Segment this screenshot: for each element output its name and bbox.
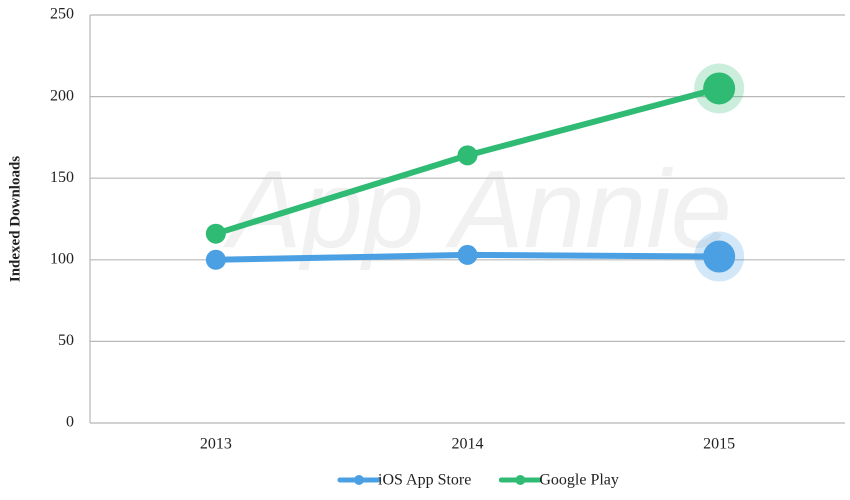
- legend-dot: [515, 475, 526, 485]
- data-point: [703, 72, 736, 105]
- y-tick-label: 100: [50, 250, 74, 267]
- data-point: [205, 249, 226, 270]
- y-tick-label: 200: [50, 87, 74, 104]
- x-tick-label: 2014: [452, 436, 484, 453]
- y-tick-label: 250: [50, 6, 74, 23]
- watermark: App Annie: [222, 148, 732, 271]
- y-tick-label: 0: [66, 414, 74, 431]
- legend-label: Google Play: [539, 472, 619, 489]
- x-tick-label: 2013: [200, 436, 232, 453]
- y-tick-label: 150: [50, 169, 74, 186]
- y-tick-label: 50: [58, 332, 74, 349]
- x-tick-label: 2015: [703, 436, 735, 453]
- legend-dot: [354, 475, 364, 485]
- y-axis-label: Indexed Downloads: [7, 156, 23, 282]
- data-point: [205, 223, 226, 244]
- data-point: [703, 240, 736, 273]
- data-point: [457, 244, 478, 265]
- data-point: [457, 145, 478, 166]
- legend-label: iOS App Store: [378, 472, 471, 489]
